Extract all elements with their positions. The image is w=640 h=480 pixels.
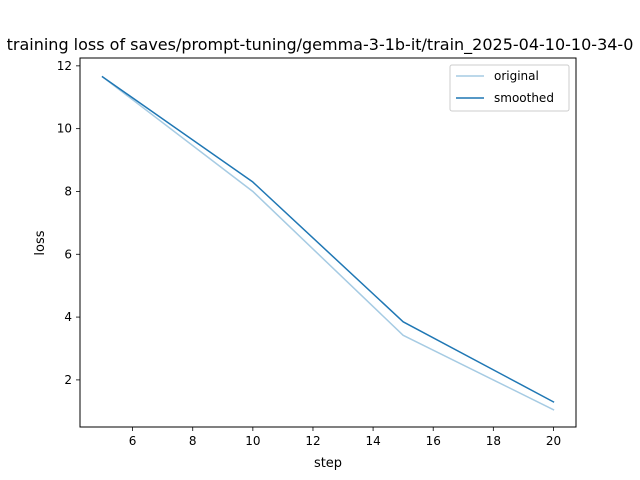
- x-tick-label: 8: [189, 434, 197, 448]
- legend-label-original: original: [494, 69, 539, 83]
- y-tick-label: 6: [64, 247, 72, 261]
- x-axis-label: step: [314, 456, 342, 471]
- y-tick-label: 4: [64, 310, 72, 324]
- chart-title: training loss of saves/prompt-tuning/gem…: [7, 35, 634, 55]
- y-tick-label: 2: [64, 373, 72, 387]
- x-tick-label: 12: [305, 434, 320, 448]
- x-tick-label: 20: [546, 434, 561, 448]
- series-line-smoothed: [101, 75, 555, 403]
- x-tick-label: 6: [129, 434, 137, 448]
- legend-label-smoothed: smoothed: [494, 91, 554, 105]
- y-tick-label: 10: [57, 122, 72, 136]
- series-lines: [101, 75, 555, 411]
- plot-frame: [79, 57, 577, 428]
- y-axis-ticks: 2 4 6 8 10 12: [57, 59, 80, 387]
- y-axis-label: loss: [33, 230, 48, 255]
- x-tick-label: 16: [426, 434, 441, 448]
- x-tick-label: 10: [245, 434, 260, 448]
- x-tick-label: 18: [486, 434, 501, 448]
- y-tick-label: 8: [64, 184, 72, 198]
- x-tick-label: 14: [365, 434, 380, 448]
- y-tick-label: 12: [57, 59, 72, 73]
- legend: original smoothed: [449, 64, 570, 112]
- series-line-original: [101, 75, 555, 411]
- x-axis-ticks: 6 8 10 12 14 16 18 20: [129, 427, 561, 448]
